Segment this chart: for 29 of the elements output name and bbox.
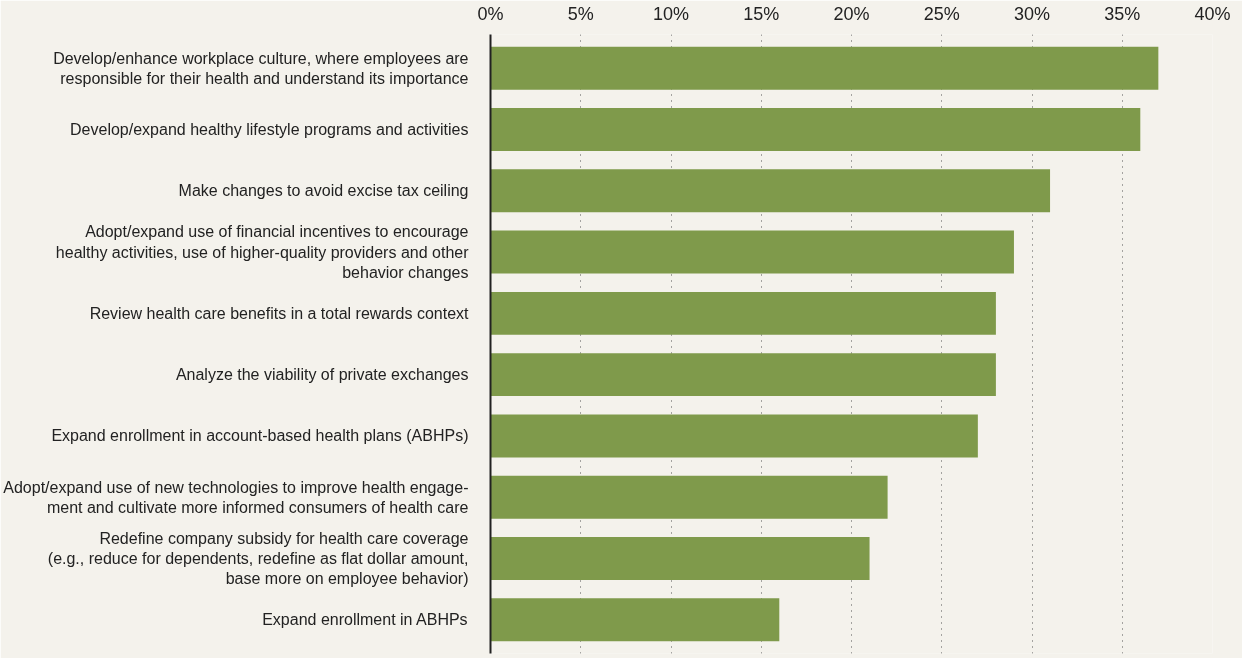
y-tick-label: Adopt/expand use of financial incentives to encourage healthy activities, use of higher-quality providers and other behavior changes <box>55 223 470 281</box>
bar <box>490 537 870 580</box>
y-tick-label: Review health care benefits in a total rewards context <box>89 304 470 322</box>
y-tick-label: Analyze the viability of private exchanges <box>175 366 469 384</box>
x-tick-label: 20% <box>833 3 870 24</box>
bar <box>490 598 780 642</box>
y-tick-label: Expand enrollment in ABHPs <box>262 611 468 629</box>
x-tick-label: 0% <box>477 3 504 24</box>
x-tick-label: 35% <box>1104 3 1141 24</box>
x-tick-label: 30% <box>1013 3 1051 24</box>
x-tick-label: 10% <box>652 3 690 24</box>
x-tick-label: 25% <box>923 3 960 24</box>
bar <box>490 230 1014 274</box>
y-tick-label: Develop/expand healthy lifestyle programs and activities <box>70 121 469 138</box>
y-tick-label: Adopt/expand use of new technologies to improve health engage- ment and cultivate more informed consumers of health care <box>3 478 469 516</box>
bar <box>490 414 978 458</box>
bar <box>490 291 996 335</box>
y-tick-label: Make changes to avoid excise tax ceiling <box>178 182 469 200</box>
bar <box>490 108 1141 151</box>
x-tick-label: 15% <box>743 3 780 24</box>
bar <box>490 169 1051 213</box>
y-tick-label: Develop/enhance workplace culture, where employees are responsible for their health and understand its importance <box>53 49 469 87</box>
y-tick-label: Redefine company subsidy for health care coverage (e.g., reduce for dependents, redefine as flat dollar amount, base more on employee behavior) <box>47 529 469 588</box>
x-tick-label: 40% <box>1194 3 1231 24</box>
bar <box>490 475 888 519</box>
bar <box>490 46 1159 90</box>
x-tick-label: 5% <box>567 3 594 24</box>
bar <box>490 353 996 397</box>
y-tick-label: Expand enrollment in account-based health plans (ABHPs) <box>51 427 469 445</box>
